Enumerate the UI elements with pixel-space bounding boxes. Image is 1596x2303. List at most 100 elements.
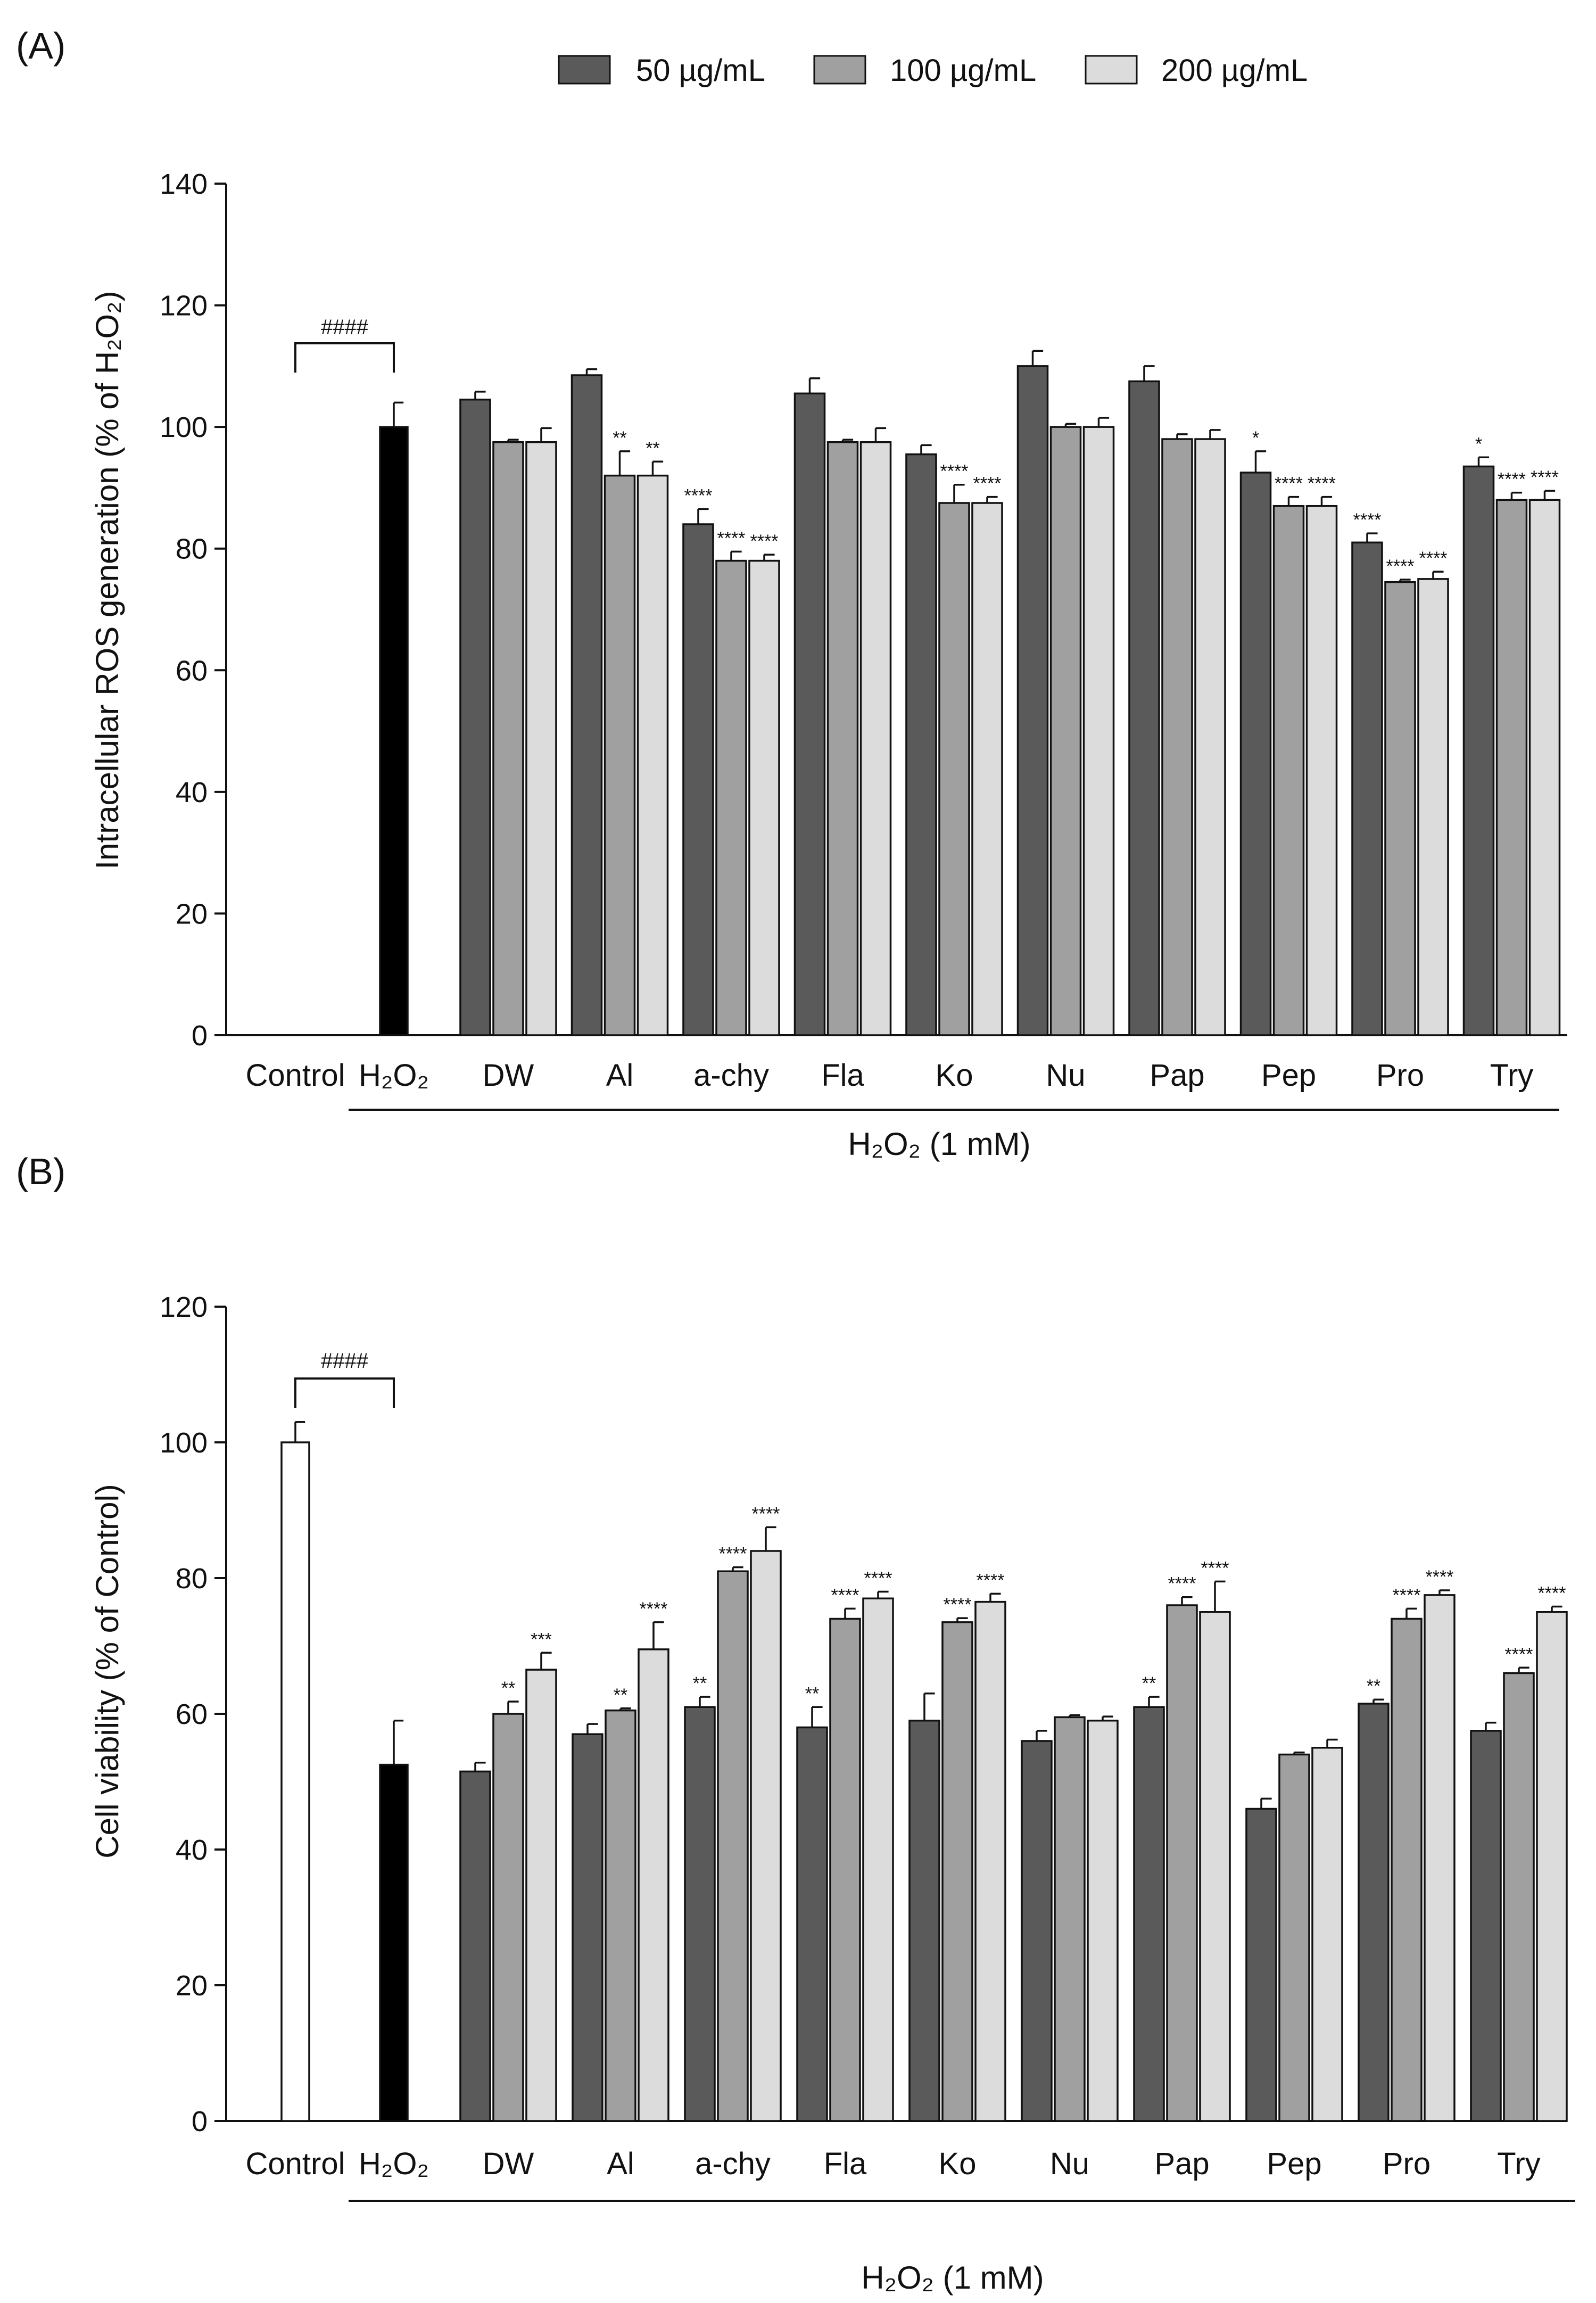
panel-a-y-tick-label: 80 xyxy=(176,533,208,565)
panel-b-sig-label: **** xyxy=(1201,1558,1229,1578)
panel-b-sig-label: ** xyxy=(1142,1673,1156,1694)
panel-a-bar xyxy=(636,474,669,1036)
panel-a-sig-label: **** xyxy=(1498,469,1526,490)
panel-a-bracket-label: #### xyxy=(321,316,369,339)
panel-a-bar xyxy=(1161,438,1193,1036)
panel-a-sig-label: ** xyxy=(646,438,659,458)
panel-a-sig-label: **** xyxy=(1386,556,1415,576)
panel-b-x-tick-label: Nu xyxy=(1050,2147,1089,2181)
panel-b-y-tick-label: 60 xyxy=(176,1698,208,1730)
panel-a-bar xyxy=(859,441,892,1036)
panel-b-sig-label: **** xyxy=(1426,1567,1454,1587)
panel-a-y-tick-label: 40 xyxy=(176,777,208,808)
panel-b-x-tick-label: Al xyxy=(607,2147,634,2181)
panel-a-sig-label: **** xyxy=(684,485,713,506)
panel-b-bar xyxy=(1311,1747,1343,2122)
panel-a-bar xyxy=(1384,581,1416,1036)
panel-b-x-tick-label: a-chy xyxy=(695,2147,771,2181)
panel-a-y-tick-label: 60 xyxy=(176,655,208,687)
panel-a-x-tick-label: Pap xyxy=(1150,1058,1204,1093)
legend-label-200: 200 µg/mL xyxy=(1161,53,1308,88)
panel-b-x-tick-label: Pep xyxy=(1267,2147,1321,2181)
panel-b-bar xyxy=(974,1600,1006,2122)
panel-a-sig-label: **** xyxy=(973,474,1002,494)
panel-a-sig-label: **** xyxy=(1531,467,1559,488)
panel-b-bar xyxy=(1245,1807,1277,2122)
panel-b-sig-label: ** xyxy=(614,1685,627,1705)
panel-b-bracket-label: #### xyxy=(321,1349,369,1373)
panel-b-bar xyxy=(750,1550,782,2122)
panel-b-bar xyxy=(1199,1611,1231,2122)
panel-a-sig-label: **** xyxy=(940,461,969,482)
panel-b-sig-label: **** xyxy=(640,1599,668,1619)
panel-a-y-tick-label: 140 xyxy=(160,168,208,200)
panel-b-bar-control xyxy=(280,1441,310,2122)
panel-a-bar xyxy=(826,441,859,1036)
panel-a-bar xyxy=(1528,499,1561,1036)
panel-b-sig-label: ** xyxy=(805,1683,819,1704)
panel-a-bar xyxy=(793,392,826,1036)
panel-a-x-tick-label: a-chy xyxy=(693,1058,769,1093)
panel-a-sig-label: **** xyxy=(717,528,746,548)
panel-b-bar xyxy=(492,1713,524,2122)
panel-b-sig-label: ** xyxy=(1367,1676,1380,1696)
panel-b-y-tick-label: 100 xyxy=(160,1427,208,1459)
panel-a-label: (A) xyxy=(16,25,65,67)
panel-b-xlabel: H₂O₂ (1 mM) xyxy=(861,2260,1044,2296)
panel-a-bar xyxy=(1462,465,1495,1036)
panel-b-sig-label: ** xyxy=(501,1678,515,1698)
panel-a-ylabel: Intracellular ROS generation (% of H₂O₂) xyxy=(89,291,125,869)
panel-b-x-tick-label: Ko xyxy=(939,2147,977,2181)
panel-b-bar xyxy=(1503,1672,1535,2122)
panel-b-bar xyxy=(1054,1716,1086,2122)
panel-b-bar xyxy=(796,1726,828,2122)
panel-b-label: (B) xyxy=(16,1151,65,1192)
panel-b-sig-label: **** xyxy=(1168,1574,1196,1594)
panel-a-bar xyxy=(492,441,524,1036)
panel-a-sig-label: **** xyxy=(1275,474,1303,494)
panel-a-bar-h2o2 xyxy=(379,426,409,1036)
legend: 50 µg/mL 100 µg/mL 200 µg/mL xyxy=(558,53,1308,88)
panel-b-x-tick-label: Pro xyxy=(1383,2147,1430,2181)
panel-a-bar xyxy=(1305,505,1338,1036)
panel-b-y-tick-label: 0 xyxy=(192,2106,208,2137)
panel-b-bar xyxy=(829,1617,861,2122)
panel-b-bar xyxy=(1278,1753,1310,2122)
panel-a-bar xyxy=(525,441,557,1036)
panel-b-significance-bracket xyxy=(294,1377,395,1408)
panel-a-significance-bracket xyxy=(294,342,395,373)
panel-a-bar xyxy=(603,474,636,1036)
panel-b-bar xyxy=(717,1570,749,2122)
panel-b-bar xyxy=(572,1733,603,2122)
panel-b-bar xyxy=(1133,1706,1165,2122)
panel-b-sig-label: **** xyxy=(944,1595,972,1615)
panel-a-x-tick-label: Al xyxy=(606,1058,634,1093)
panel-b-bar xyxy=(1358,1703,1390,2122)
panel-a-x-tick-label: H₂O₂ xyxy=(359,1058,429,1093)
panel-a-x-tick-label: DW xyxy=(483,1058,534,1093)
legend-swatch-100 xyxy=(813,55,866,85)
panel-b-y-tick-label: 40 xyxy=(176,1834,208,1866)
legend-label-50: 50 µg/mL xyxy=(636,53,765,88)
panel-a-bar xyxy=(715,559,747,1036)
panel-a-x-tick-label: Nu xyxy=(1046,1058,1085,1093)
panel-a-x-tick-label: Fla xyxy=(821,1058,864,1093)
panel-b-bar xyxy=(459,1770,491,2122)
panel-b-bar-h2o2 xyxy=(379,1763,409,2122)
legend-swatch-200 xyxy=(1085,55,1138,85)
panel-b-bar xyxy=(1470,1730,1502,2122)
panel-a-bar xyxy=(1016,365,1049,1036)
panel-b-sig-label: **** xyxy=(1505,1644,1533,1664)
panel-a-bar xyxy=(938,502,970,1036)
panel-a-sig-label: **** xyxy=(750,531,779,551)
panel-a-bar xyxy=(905,453,937,1036)
panel-a-bar xyxy=(1417,578,1449,1036)
panel-a-bar xyxy=(459,398,491,1036)
panel-a-bar xyxy=(570,374,603,1036)
panel-b-bar xyxy=(1424,1594,1456,2122)
panel-a-sig-label: * xyxy=(1252,428,1259,448)
panel-b-x-tick-label: Try xyxy=(1497,2147,1541,2181)
panel-a-y-tick-label: 100 xyxy=(160,411,208,443)
